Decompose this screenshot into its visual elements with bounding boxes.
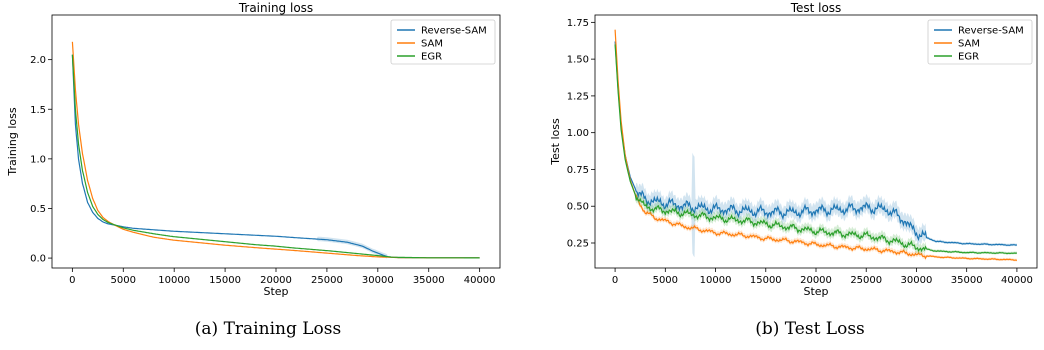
y-tick-label: 0.75	[567, 165, 589, 176]
x-tick-label: 0	[69, 275, 75, 286]
x-tick-label: 0	[612, 275, 618, 286]
chart-panel-1: Training loss 0 5000 10000 15000 20000 25000 30…	[6, 1, 501, 339]
x-tick-label: 40000	[1001, 275, 1033, 286]
x-tick-label: 10000	[700, 275, 732, 286]
legend-label: SAM	[958, 39, 980, 50]
y-tick-label: 0.0	[30, 254, 46, 265]
y-tick-label: 0.50	[567, 202, 589, 213]
figure-caption: (b) Test Loss	[755, 319, 865, 339]
x-tick-label: 15000	[209, 275, 241, 286]
figure-caption: (a) Training Loss	[195, 319, 341, 339]
x-tick-label: 25000	[311, 275, 343, 286]
x-tick-label: 15000	[750, 275, 782, 286]
y-tick-label: 1.00	[567, 128, 589, 139]
series-line-egr	[71, 54, 480, 259]
y-tick-label: 1.75	[567, 18, 589, 29]
chart-title: Test loss	[790, 1, 842, 15]
series-line-egr	[614, 44, 1018, 255]
x-axis-label: Step	[803, 285, 828, 298]
series-band-reverse-sam	[615, 41, 1017, 258]
y-tick-label: 1.5	[30, 105, 46, 116]
plot-area	[71, 41, 480, 259]
plot-frame	[51, 14, 501, 269]
x-tick-label: 5000	[111, 275, 136, 286]
x-tick-label: 20000	[800, 275, 832, 286]
y-tick-label: 1.50	[567, 55, 589, 66]
x-tick-label: 20000	[260, 275, 292, 286]
y-axis-label: Test loss	[549, 118, 562, 166]
series-line-reverse-sam	[71, 54, 480, 259]
series-band-sam	[615, 29, 1017, 262]
chart-title: Training loss	[238, 1, 313, 15]
plot-frame	[594, 14, 1038, 269]
y-tick-label: 1.25	[567, 91, 589, 102]
x-tick-label: 5000	[653, 275, 678, 286]
legend: Reverse-SAM SAM EGR	[927, 19, 1033, 65]
y-tick-label: 2.0	[30, 55, 46, 66]
x-tick-label: 35000	[413, 275, 445, 286]
legend-label: Reverse-SAM	[421, 26, 487, 37]
x-tick-label: 35000	[951, 275, 983, 286]
x-tick-label: 10000	[158, 275, 190, 286]
x-axis-label: Step	[263, 285, 288, 298]
y-axis-label: Training loss	[6, 107, 19, 176]
chart-panel-2: Test loss 0 5000 10000 15000 20000 25000 30000 3…	[549, 1, 1038, 339]
legend-label: EGR	[421, 52, 442, 63]
x-tick-label: 30000	[901, 275, 933, 286]
x-tick-label: 25000	[850, 275, 882, 286]
legend-label: EGR	[958, 52, 979, 63]
plot-area	[614, 29, 1018, 262]
y-tick-label: 0.25	[567, 238, 589, 249]
y-tick-label: 0.5	[30, 204, 46, 215]
series-line-sam	[71, 41, 480, 259]
legend-box	[927, 19, 1033, 65]
y-tick-label: 1.0	[30, 154, 46, 165]
legend-label: Reverse-SAM	[958, 26, 1024, 37]
x-tick-label: 40000	[464, 275, 496, 286]
series-line-sam	[614, 29, 1018, 261]
x-tick-label: 30000	[362, 275, 394, 286]
legend-box	[390, 19, 496, 65]
legend: Reverse-SAM SAM EGR	[390, 19, 496, 65]
series-line-reverse-sam	[614, 41, 1018, 247]
legend-label: SAM	[421, 39, 443, 50]
